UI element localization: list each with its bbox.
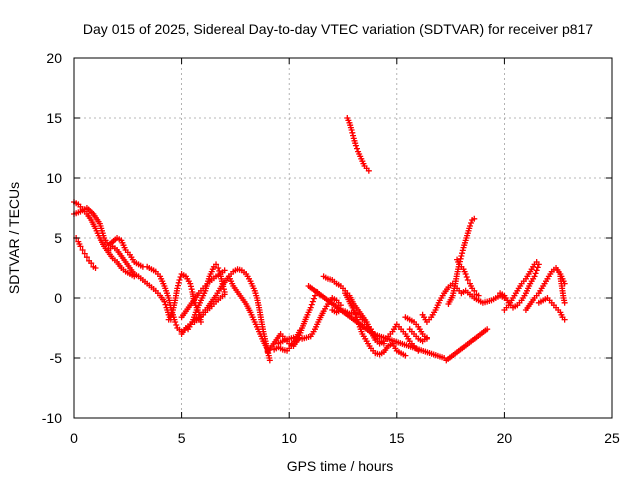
data-point [83,254,90,261]
data-point [466,223,473,229]
series-track-end [557,273,568,306]
data-points [71,115,568,364]
data-point [307,304,314,311]
series-track-u [445,215,478,307]
series-track-z [535,295,568,323]
data-point [162,301,169,308]
series-track-r [402,314,430,342]
data-point [402,352,409,359]
data-point [175,282,182,289]
data-point [471,287,478,294]
data-point [296,327,303,334]
data-point [533,267,540,274]
x-tick-label: 20 [497,430,513,446]
y-tick-label: -10 [42,410,62,426]
series-track-x [501,259,540,313]
data-point [310,295,317,302]
chart-title: Day 015 of 2025, Sidereal Day-to-day VTE… [83,21,593,37]
y-tick-label: 5 [54,230,62,246]
data-point [348,127,355,133]
data-point [168,310,175,316]
data-point [458,253,465,259]
x-tick-label: 25 [604,430,620,446]
data-point [187,280,194,287]
data-point [561,299,568,306]
x-tick-label: 5 [178,430,186,446]
grid-lines [74,58,612,418]
series-track-j [225,273,271,353]
x-axis-title: GPS time / hours [287,458,394,474]
data-point [213,261,220,268]
x-tick-label: 0 [70,430,78,446]
data-point [81,250,88,257]
data-point [176,277,183,283]
data-point [197,319,204,325]
data-point [365,167,372,174]
x-tick-label: 10 [281,430,297,446]
y-tick-label: 10 [46,170,62,186]
y-tick-label: 0 [54,290,62,306]
data-point [266,357,273,364]
data-point [79,247,86,253]
data-point [459,247,466,254]
data-point [484,326,491,333]
series-track-v [454,256,482,299]
data-point [161,298,168,305]
data-point [531,273,538,280]
data-point [173,322,180,328]
series-track-k [264,289,323,355]
data-point [188,286,195,293]
data-point [167,313,174,319]
data-point [175,279,182,286]
y-tick-label: 20 [46,50,62,66]
data-point [561,316,568,323]
data-point [172,319,179,325]
data-point [349,129,356,136]
data-point [423,335,430,342]
data-point [464,277,471,283]
data-point [463,274,470,280]
series-track-b [73,235,99,271]
data-point [221,289,228,295]
series-track-p [342,290,409,359]
data-point [457,255,464,262]
data-point [533,259,540,265]
y-tick-label: 15 [46,110,62,126]
data-point [350,132,357,139]
data-point [308,301,315,308]
data-point [380,340,387,347]
data-point [174,285,181,292]
data-point [177,274,184,280]
series-track-n [320,273,422,354]
data-point [468,220,475,226]
data-point [215,265,222,271]
data-point [187,283,194,290]
x-tick-label: 15 [389,430,405,446]
data-point [216,268,223,274]
data-point [92,265,99,271]
data-point [459,250,466,257]
data-point [475,292,482,299]
y-axis-ticks: -10 -5 0 5 10 15 20 [42,50,612,426]
y-tick-label: -5 [50,350,63,366]
data-point [88,260,95,267]
data-point [353,145,360,152]
data-point [221,267,228,274]
data-point [77,243,84,250]
data-point [309,298,316,305]
series-isolated [305,283,491,364]
series-track-s [344,115,372,174]
data-point [471,215,478,222]
y-axis-title: SDTVAR / TECUs [6,182,22,294]
data-point [462,271,469,277]
series-track-m [275,295,344,347]
data-point [532,270,539,277]
data-point [165,316,172,323]
data-point [352,142,359,149]
series-track-t [419,280,508,325]
x-axis-ticks: 0 5 10 15 20 25 [70,58,620,446]
